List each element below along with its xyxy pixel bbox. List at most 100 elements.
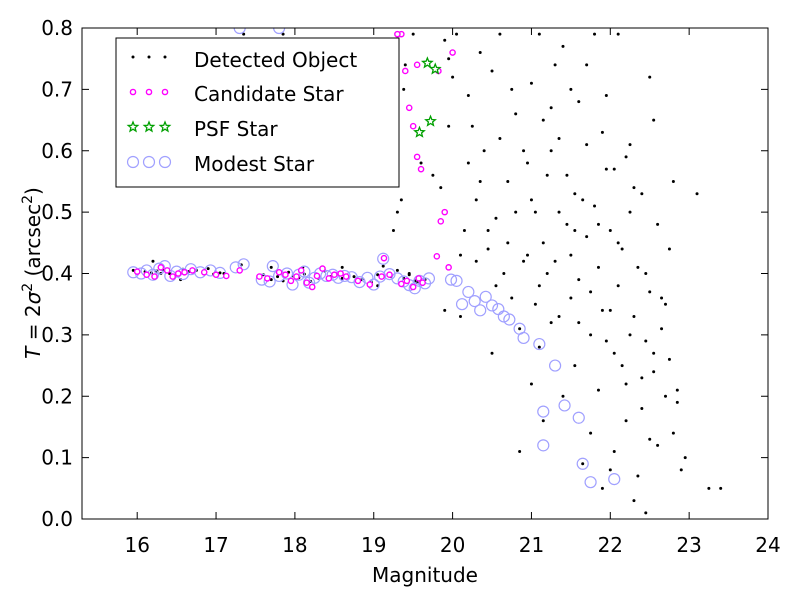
data-layer bbox=[127, 28, 723, 515]
data-point bbox=[600, 486, 604, 490]
data-point bbox=[577, 100, 581, 104]
data-point bbox=[675, 400, 679, 404]
data-point bbox=[458, 314, 462, 318]
data-point bbox=[545, 173, 549, 177]
x-tick-label: 21 bbox=[519, 533, 544, 557]
data-point bbox=[407, 272, 411, 275]
data-point bbox=[377, 252, 390, 265]
data-point bbox=[494, 284, 498, 288]
data-point bbox=[486, 247, 490, 251]
data-point bbox=[447, 124, 451, 128]
legend-label-modest-star: Modest Star bbox=[194, 152, 315, 176]
data-point bbox=[628, 333, 632, 337]
data-point bbox=[589, 431, 593, 435]
x-axis-label: Magnitude bbox=[372, 563, 478, 587]
data-point bbox=[616, 284, 620, 288]
data-point bbox=[424, 114, 437, 127]
x-tick-label: 22 bbox=[598, 533, 623, 557]
data-point bbox=[498, 136, 502, 140]
data-point bbox=[632, 186, 636, 190]
data-point bbox=[518, 449, 522, 453]
data-point bbox=[352, 275, 356, 279]
data-point bbox=[445, 264, 452, 271]
data-point bbox=[660, 296, 664, 300]
legend-marker bbox=[126, 155, 140, 169]
data-point bbox=[455, 298, 469, 311]
data-point bbox=[593, 204, 597, 208]
data-point bbox=[549, 149, 553, 153]
data-point bbox=[537, 284, 541, 288]
data-point bbox=[648, 290, 652, 294]
data-point bbox=[413, 153, 421, 161]
data-point bbox=[553, 259, 557, 263]
data-point bbox=[671, 431, 675, 435]
data-point bbox=[395, 268, 399, 272]
data-point bbox=[572, 411, 585, 424]
data-point bbox=[376, 273, 380, 277]
data-point bbox=[275, 268, 283, 276]
data-point bbox=[612, 449, 616, 453]
data-point bbox=[466, 161, 470, 165]
data-point bbox=[340, 276, 344, 280]
data-point bbox=[319, 265, 326, 272]
data-point bbox=[366, 281, 374, 288]
data-point bbox=[263, 275, 271, 282]
legend-marker bbox=[163, 55, 167, 59]
data-point bbox=[490, 351, 494, 355]
data-point bbox=[541, 241, 545, 245]
data-point bbox=[419, 161, 423, 165]
data-point bbox=[561, 394, 565, 398]
data-point bbox=[189, 267, 196, 274]
data-point bbox=[482, 149, 486, 153]
data-point bbox=[640, 407, 644, 411]
legend-marker bbox=[142, 120, 156, 133]
data-point bbox=[600, 308, 604, 312]
data-point bbox=[378, 273, 385, 280]
data-point bbox=[533, 302, 537, 306]
data-point bbox=[644, 511, 648, 515]
legend-markers bbox=[126, 55, 172, 169]
data-point bbox=[585, 143, 589, 147]
data-point bbox=[394, 30, 401, 38]
data-point bbox=[526, 161, 530, 165]
y-tick-label: 0.4 bbox=[41, 262, 73, 286]
data-point bbox=[624, 419, 628, 423]
data-point bbox=[608, 229, 612, 233]
data-point bbox=[612, 351, 616, 355]
data-point bbox=[529, 198, 533, 202]
y-tick-label: 0.5 bbox=[41, 200, 73, 224]
data-point bbox=[443, 38, 447, 42]
data-point bbox=[652, 370, 656, 374]
data-point bbox=[403, 277, 411, 285]
data-point bbox=[313, 272, 321, 280]
x-tick-label: 18 bbox=[282, 533, 307, 557]
data-point bbox=[604, 167, 608, 171]
data-point bbox=[450, 274, 463, 287]
data-point bbox=[340, 265, 344, 269]
data-point bbox=[679, 468, 683, 472]
data-point bbox=[589, 333, 593, 337]
data-point bbox=[518, 327, 522, 331]
legend-marker bbox=[147, 55, 151, 59]
data-point bbox=[157, 264, 165, 271]
data-point bbox=[510, 87, 514, 91]
data-point bbox=[462, 229, 466, 233]
data-point bbox=[413, 61, 421, 69]
data-point bbox=[401, 67, 409, 75]
data-point bbox=[683, 456, 687, 460]
y-axis-label: T = 2σ2 (arcsec2) bbox=[20, 187, 45, 359]
x-axis: 16 17 18 19 20 21 22 23 24 bbox=[124, 28, 781, 557]
data-point bbox=[565, 173, 569, 177]
data-point bbox=[413, 125, 426, 138]
data-point bbox=[596, 222, 600, 226]
data-point bbox=[573, 229, 577, 233]
data-point bbox=[561, 44, 565, 48]
data-point bbox=[256, 273, 263, 280]
legend-marker bbox=[131, 55, 135, 59]
data-point bbox=[266, 260, 279, 273]
legend: Detected Object Candidate Star PSF Star … bbox=[115, 37, 400, 188]
data-point bbox=[541, 118, 545, 122]
data-point bbox=[212, 271, 220, 279]
data-point bbox=[331, 271, 338, 279]
data-point bbox=[405, 104, 413, 112]
